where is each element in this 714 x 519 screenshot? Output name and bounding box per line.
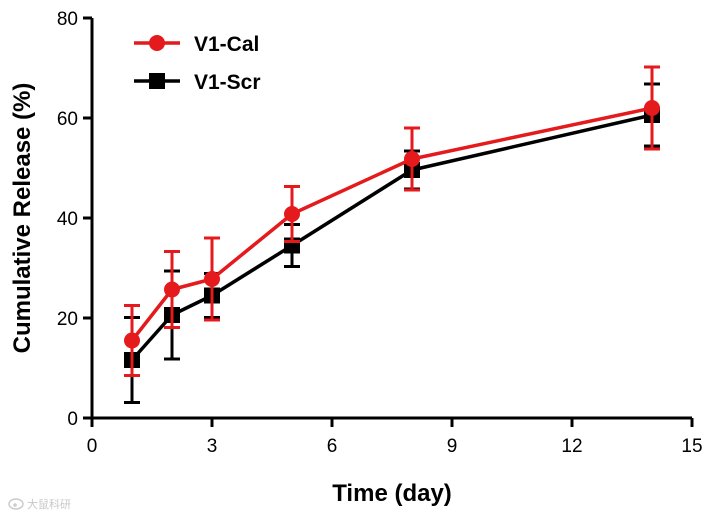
legend-item-v1-cal: V1-Cal [134,33,259,56]
axes [90,18,692,420]
y-axis-title: Cumulative Release (%) [9,83,36,354]
series-v1-scr [124,82,660,404]
x-tick-label: 12 [561,436,582,457]
legend-marker-v1-scr [149,73,165,89]
x-tick-label: 6 [327,436,338,457]
data-point-v1-cal [204,271,220,287]
data-point-v1-cal [164,281,180,298]
y-tick-label: 0 [67,409,78,430]
series-line-v1-cal [130,106,653,342]
y-tick-label: 60 [57,109,78,130]
watermark: 大鼠科研 [8,497,71,511]
legend-item-v1-scr: V1-Scr [134,71,261,94]
data-point-v1-cal [404,151,420,167]
x-tick-label: 3 [207,436,218,457]
data-point-v1-cal [644,100,660,116]
legend-label-v1-scr: V1-Scr [194,71,261,94]
legend-label-v1-cal: V1-Cal [194,33,259,56]
x-tick-label: 9 [447,436,458,457]
x-axis-title: Time (day) [332,480,452,507]
series-layer [124,65,660,404]
x-tick-label: 0 [87,436,98,457]
legend: V1-Cal V1-Scr [134,33,261,94]
series-v1-cal [124,65,660,377]
watermark-text: 大鼠科研 [27,497,71,511]
y-tick-label: 80 [57,9,78,30]
data-point-v1-cal [124,332,140,349]
data-point-v1-cal [284,206,300,222]
y-tick-label: 40 [57,209,78,230]
legend-marker-v1-cal [149,35,165,51]
x-axis-ticks: 0 3 6 9 12 15 [87,418,703,457]
y-axis-ticks: 0 20 40 60 80 [57,9,92,430]
x-tick-label: 15 [681,436,702,457]
y-tick-label: 20 [57,309,78,330]
weibo-logo-icon [8,498,24,510]
